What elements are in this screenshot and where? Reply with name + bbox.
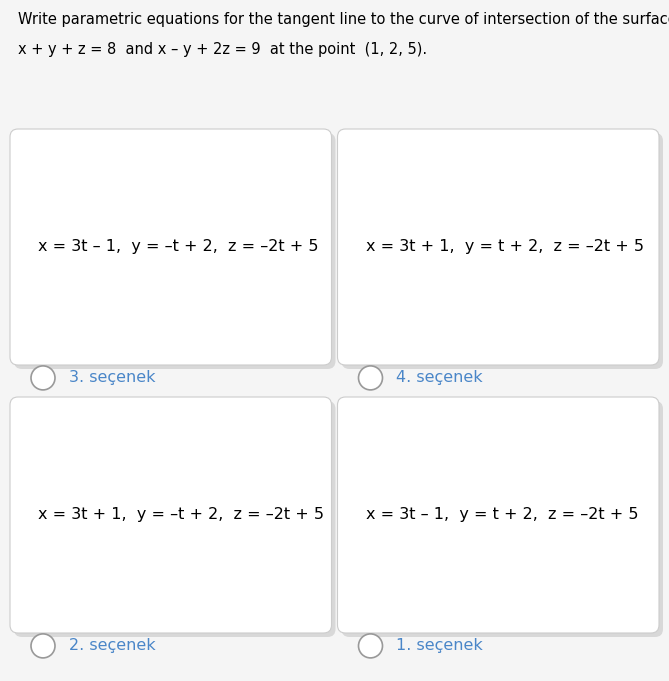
Text: 3. seçenek: 3. seçenek xyxy=(69,370,155,385)
FancyBboxPatch shape xyxy=(14,133,335,369)
FancyBboxPatch shape xyxy=(337,129,659,365)
FancyBboxPatch shape xyxy=(341,401,663,637)
Circle shape xyxy=(31,366,55,390)
Text: x = 3t – 1,  y = –t + 2,  z = –2t + 5: x = 3t – 1, y = –t + 2, z = –2t + 5 xyxy=(38,240,318,255)
Text: 4. seçenek: 4. seçenek xyxy=(397,370,483,385)
FancyBboxPatch shape xyxy=(10,397,332,633)
Text: x = 3t + 1,  y = –t + 2,  z = –2t + 5: x = 3t + 1, y = –t + 2, z = –2t + 5 xyxy=(38,507,324,522)
Text: x = 3t + 1,  y = t + 2,  z = –2t + 5: x = 3t + 1, y = t + 2, z = –2t + 5 xyxy=(365,240,644,255)
FancyBboxPatch shape xyxy=(337,397,659,633)
Text: 1. seçenek: 1. seçenek xyxy=(397,638,483,653)
FancyBboxPatch shape xyxy=(341,133,663,369)
Text: 2. seçenek: 2. seçenek xyxy=(69,638,156,653)
FancyBboxPatch shape xyxy=(14,401,335,637)
Text: x = 3t – 1,  y = t + 2,  z = –2t + 5: x = 3t – 1, y = t + 2, z = –2t + 5 xyxy=(365,507,638,522)
Circle shape xyxy=(359,366,383,390)
Text: Write parametric equations for the tangent line to the curve of intersection of : Write parametric equations for the tange… xyxy=(18,12,669,27)
Circle shape xyxy=(31,634,55,658)
Text: x + y + z = 8  and x – y + 2z = 9  at the point  (1, 2, 5).: x + y + z = 8 and x – y + 2z = 9 at the … xyxy=(18,42,427,57)
Circle shape xyxy=(359,634,383,658)
FancyBboxPatch shape xyxy=(10,129,332,365)
